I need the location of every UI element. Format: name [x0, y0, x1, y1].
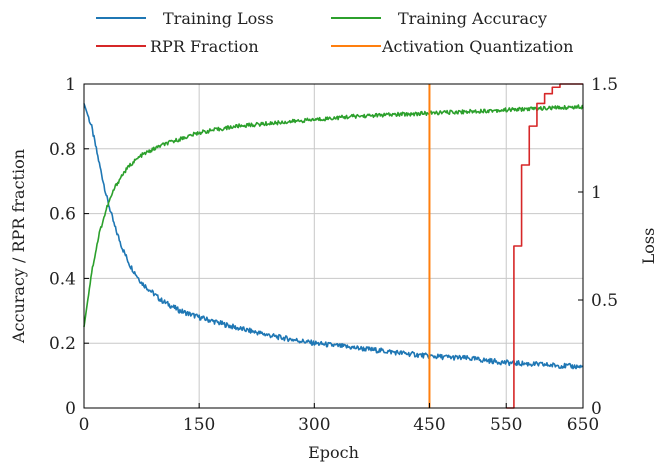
series-line-rpr-fraction	[506, 83, 583, 409]
y-tick-label-right: 1	[591, 183, 602, 203]
y-axis-label-right: Loss	[639, 228, 658, 265]
legend-label: RPR Fraction	[150, 37, 259, 56]
x-tick-label: 550	[490, 415, 522, 435]
legend: Training Loss Training Accuracy RPR Fracti…	[96, 9, 573, 56]
y-tick-label-right: 0	[591, 399, 602, 419]
y-tick-label-left: 0.8	[49, 140, 76, 160]
y-tick-label-left: 0.6	[49, 205, 76, 225]
series-line-training-accuracy	[83, 104, 584, 328]
y-tick-label-right: 0.5	[591, 291, 618, 311]
x-tick-label: 450	[413, 415, 445, 435]
x-tick-label: 150	[183, 415, 215, 435]
y-tick-label-left: 0	[65, 399, 76, 419]
legend-label: Activation Quantization	[381, 37, 573, 56]
y-tick-label-left: 1	[65, 75, 76, 95]
x-tick-label: 300	[298, 415, 330, 435]
series-line-training-loss	[83, 103, 584, 370]
y-axis-label-left: Accuracy / RPR fraction	[9, 149, 28, 344]
y-tick-label-left: 0.2	[49, 334, 76, 354]
grid	[83, 83, 584, 409]
legend-label: Training Accuracy	[398, 9, 547, 28]
x-tick-label: 650	[567, 415, 599, 435]
plot-frame	[83, 83, 584, 409]
legend-label: Training Loss	[163, 9, 274, 28]
y-tick-label-left: 0.4	[49, 269, 76, 289]
y-tick-label-right: 1.5	[591, 75, 618, 95]
x-axis-label: Epoch	[308, 443, 359, 462]
x-tick-label: 0	[79, 415, 90, 435]
plot-area	[83, 83, 584, 409]
